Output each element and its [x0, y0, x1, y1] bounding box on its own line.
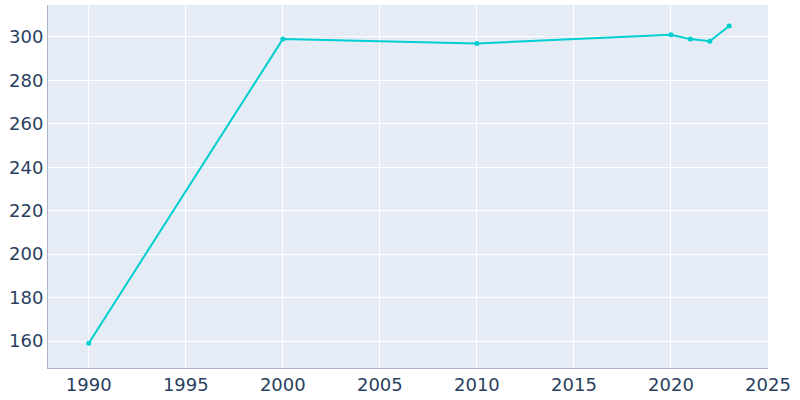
svg-text:200: 200 [9, 243, 43, 264]
svg-text:1995: 1995 [163, 374, 209, 395]
svg-text:280: 280 [9, 70, 43, 91]
svg-text:220: 220 [9, 200, 43, 221]
svg-text:160: 160 [9, 330, 43, 351]
svg-text:2020: 2020 [648, 374, 694, 395]
svg-text:300: 300 [9, 26, 43, 47]
svg-text:240: 240 [9, 157, 43, 178]
svg-text:2025: 2025 [745, 374, 791, 395]
svg-text:1990: 1990 [66, 374, 112, 395]
svg-text:260: 260 [9, 113, 43, 134]
svg-text:2010: 2010 [454, 374, 500, 395]
svg-text:2015: 2015 [551, 374, 597, 395]
svg-text:180: 180 [9, 287, 43, 308]
svg-text:2005: 2005 [357, 374, 403, 395]
svg-text:2000: 2000 [260, 374, 306, 395]
